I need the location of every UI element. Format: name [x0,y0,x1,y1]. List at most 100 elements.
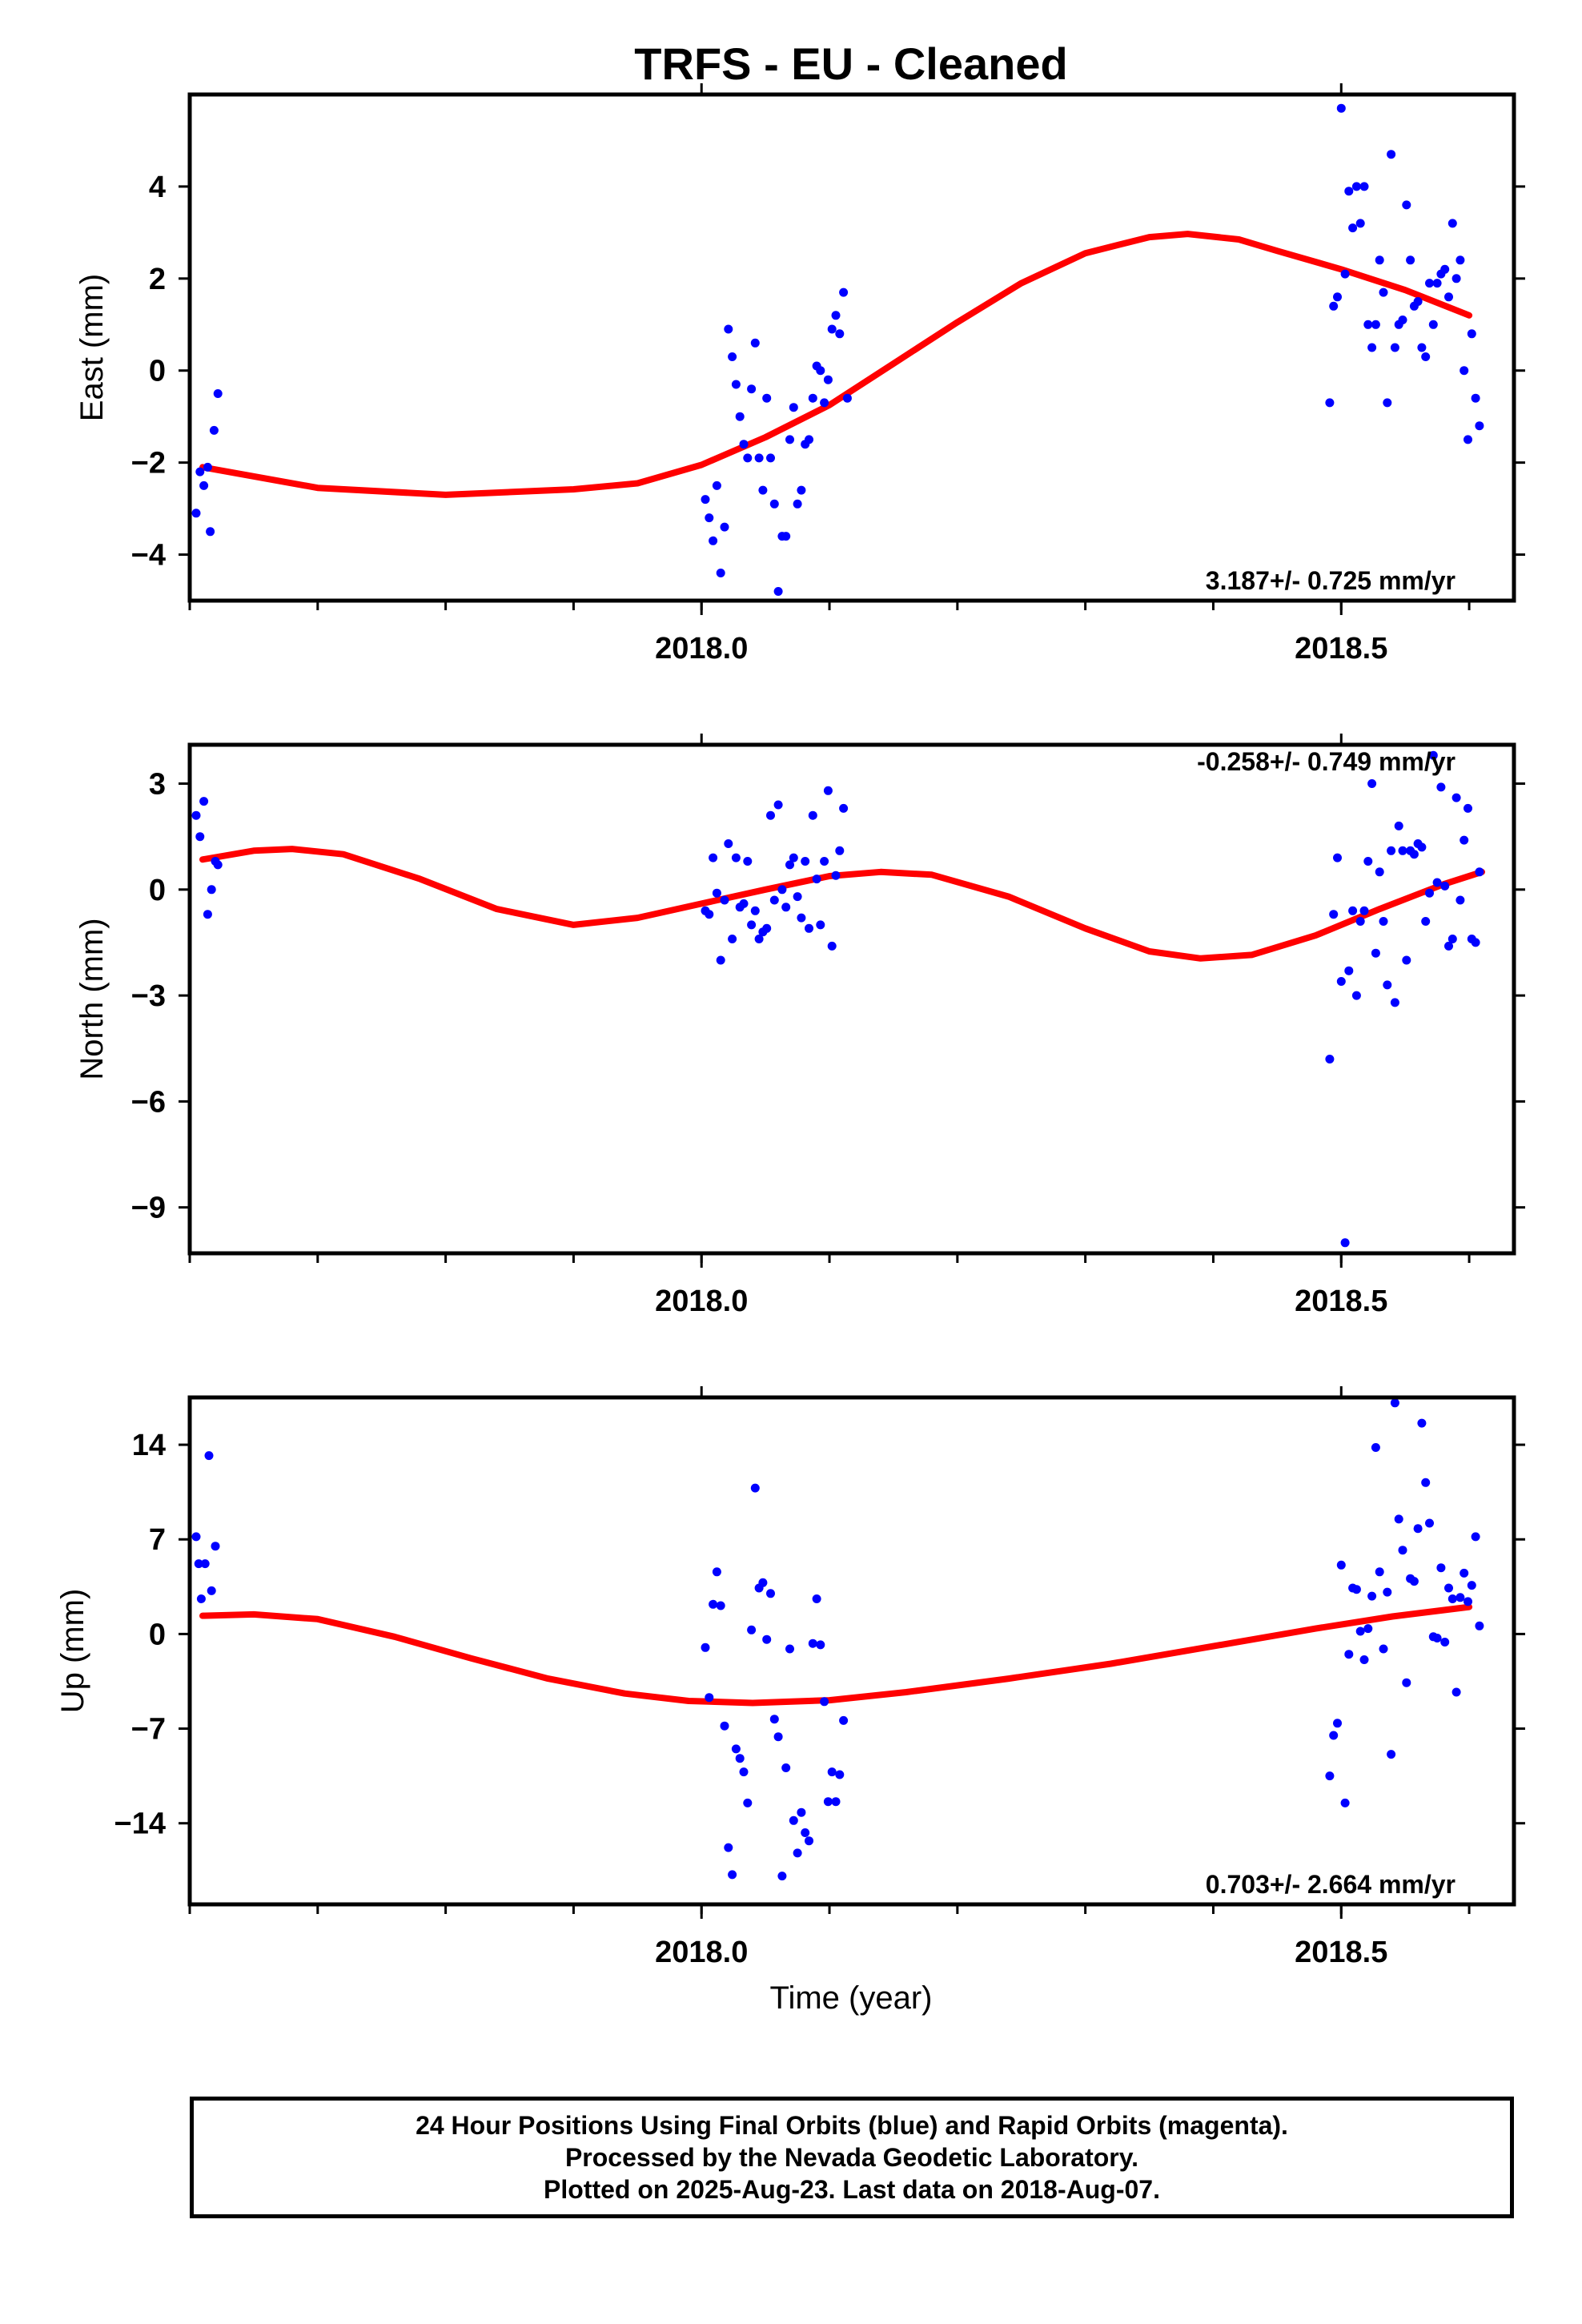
data-point [203,910,212,919]
data-point [1375,867,1384,877]
data-point [213,860,223,870]
footer-line-3: Plotted on 2025-Aug-23. Last data on 201… [544,2175,1160,2204]
data-point [720,895,729,905]
data-point [831,311,841,320]
data-point [1444,292,1453,302]
data-point [191,1532,201,1542]
data-point [812,875,821,884]
y-tick-label: −3 [131,979,166,1013]
data-point [785,435,794,444]
data-point [781,903,791,912]
data-point [797,913,806,923]
data-point [200,1559,210,1569]
data-point [823,1797,833,1807]
x-tick-label: 2018.0 [655,1285,748,1318]
data-point [1475,421,1484,431]
data-point [1379,287,1388,297]
data-point [1440,881,1450,891]
data-point [831,870,841,880]
data-point [777,1872,787,1881]
data-point [195,467,205,476]
data-point [827,941,837,951]
data-point [716,569,725,577]
y-tick-label: 2 [149,263,166,296]
data-point [709,853,718,862]
x-tick-label: 2018.5 [1295,1285,1387,1318]
data-point [1363,320,1373,329]
x-tick-label: 2018.0 [655,632,748,665]
data-point [1329,910,1339,919]
data-point [820,857,829,866]
panel-2: 2018.0 2018.5 3 0 −3 −6 −9 North (mm) -0.258+/- … [74,734,1525,1318]
data-point [712,888,721,898]
data-point [769,1715,779,1724]
data-point [1417,1418,1427,1428]
data-point [1398,316,1407,324]
data-point [1375,1567,1384,1577]
rate-annotation: 0.703+/- 2.664 mm/yr [1206,1870,1456,1899]
data-point [1351,182,1361,191]
data-point [766,810,775,820]
data-point [762,923,772,933]
data-point [1351,991,1361,1000]
data-point [731,853,741,862]
y-tick-label: 4 [149,171,166,204]
data-point [199,797,209,806]
data-point [816,1640,825,1650]
data-point [196,1594,206,1603]
data-point [203,462,212,472]
data-point [1417,343,1427,352]
data-point [739,1767,749,1777]
y-axis-label: Up (mm) [55,1589,90,1714]
data-point [839,803,849,813]
data-point [1359,906,1369,915]
data-point [1417,842,1427,852]
chart-title: TRFS - EU - Cleaned [634,38,1067,89]
fit-curve [199,231,1473,498]
data-point [789,1815,798,1825]
data-point [789,403,798,412]
data-point [1348,906,1358,915]
data-point [1367,343,1377,352]
data-point [1344,966,1354,975]
data-point [1336,977,1346,986]
data-point [1432,279,1442,288]
data-point [1456,895,1465,905]
data-point [835,846,845,855]
data-point [1329,1731,1339,1740]
data-point [758,1578,768,1587]
footer-line-1: 24 Hour Positions Using Final Orbits (bl… [416,2111,1288,2140]
data-point [1340,1238,1350,1248]
data-point [209,425,219,435]
data-point [747,384,757,394]
data-point [1371,948,1380,958]
data-point [739,440,749,449]
data-point [750,1483,760,1493]
y-tick-label: −14 [114,1807,166,1841]
data-point [1383,1587,1392,1597]
data-point [1425,1518,1434,1528]
data-point [1325,1771,1335,1781]
data-point [701,1642,710,1652]
data-point [1428,750,1438,760]
data-point [1371,320,1380,329]
data-point [735,412,745,421]
data-point [1402,1678,1411,1687]
data-point [808,810,817,820]
data-point [191,810,201,820]
data-point [1456,1593,1465,1602]
data-point [213,389,223,398]
data-point [204,1451,214,1461]
data-point [724,839,733,848]
x-tick-label: 2018.5 [1295,1936,1387,1969]
data-point [724,1843,733,1852]
data-point [773,800,783,810]
data-point [1325,398,1335,408]
y-axis-label: North (mm) [74,918,110,1080]
y-tick-label: 0 [149,355,166,388]
data-point [805,1836,813,1846]
data-point [1333,292,1342,302]
data-point [728,352,737,361]
data-point [1447,219,1457,228]
